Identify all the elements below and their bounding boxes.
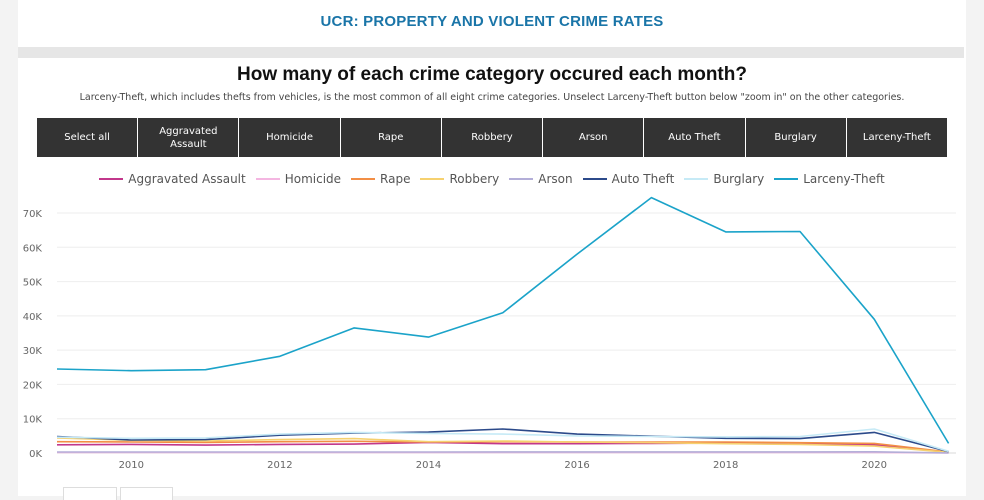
x-tick-label: 2016 [564, 460, 589, 471]
legend-swatch [774, 178, 799, 180]
y-tick-label: 70K [23, 209, 43, 220]
auto-theft-button[interactable]: Auto Theft [644, 118, 746, 157]
series-line-aggravated-assault [56, 441, 949, 453]
x-tick-label: 2014 [416, 460, 441, 471]
legend-swatch [99, 178, 124, 180]
line-chart: 0K 10K 20K 30K 40K 50K 60K 70K 2010 2012 2014 2016 2… [23, 196, 956, 471]
rape-button[interactable]: Rape [340, 118, 442, 157]
legend-swatch [582, 178, 607, 180]
series-line-burglary [56, 428, 949, 453]
y-tick-label: 20K [23, 380, 43, 391]
page-tab-stub[interactable] [120, 487, 173, 500]
select-all-button[interactable]: Select all [37, 118, 139, 157]
legend-label: Burglary [713, 172, 765, 186]
legend-item[interactable]: Robbery [420, 172, 499, 186]
legend-item[interactable]: Arson [509, 172, 573, 186]
series-line-robbery [56, 437, 949, 454]
aggravated-assault-button[interactable]: Aggravated Assault [138, 118, 240, 157]
legend-label: Robbery [449, 172, 500, 186]
y-tick-label: 50K [23, 278, 43, 289]
x-tick-label: 2012 [267, 460, 292, 471]
y-tick-label: 60K [23, 243, 43, 254]
series-line-larceny-theft [56, 196, 950, 444]
burglary-button[interactable]: Burglary [745, 118, 847, 157]
legend-label: Rape [380, 172, 411, 186]
legend-swatch [684, 178, 709, 180]
series-line-auto-theft [56, 428, 949, 453]
legend-swatch [351, 178, 376, 180]
legend-swatch [255, 178, 280, 180]
y-tick-label: 40K [23, 312, 43, 323]
chart-legend: Aggravated Assault Homicide Rape Robbery Ars… [0, 170, 984, 188]
robbery-button[interactable]: Robbery [441, 118, 544, 157]
legend-item[interactable]: Larceny-Theft [774, 172, 885, 186]
y-tick-label: 0K [29, 449, 42, 460]
homicide-button[interactable]: Homicide [239, 118, 341, 157]
series-line-arson [57, 450, 949, 454]
legend-item[interactable]: Auto Theft [582, 172, 675, 186]
header-divider [18, 47, 964, 58]
legend-label: Aggravated Assault [128, 172, 246, 186]
arson-button[interactable]: Arson [543, 118, 645, 157]
legend-item[interactable]: Rape [351, 172, 410, 186]
legend-label: Larceny-Theft [803, 172, 885, 186]
legend-label: Auto Theft [611, 172, 675, 186]
chart-subtitle: Larceny-Theft, which includes thefts fro… [79, 92, 905, 103]
legend-label: Arson [538, 172, 573, 186]
chart-question-title: How many of each crime category occured … [237, 64, 747, 85]
legend-item[interactable]: Aggravated Assault [99, 172, 246, 186]
x-tick-label: 2018 [713, 460, 738, 471]
y-tick-label: 30K [23, 346, 43, 357]
x-tick-label: 2020 [862, 460, 887, 471]
y-tick-label: 10K [23, 415, 43, 426]
category-slicer: Select all Aggravated Assault Homicide R… [37, 118, 947, 157]
legend-label: Homicide [284, 172, 342, 186]
larceny-theft-button[interactable]: Larceny-Theft [846, 118, 947, 157]
legend-swatch [420, 178, 445, 180]
legend-item[interactable]: Burglary [684, 172, 764, 186]
report-title: UCR: PROPERTY AND VIOLENT CRIME RATES [320, 13, 664, 30]
x-tick-label: 2010 [119, 460, 144, 471]
page-tab-stub[interactable] [63, 487, 117, 500]
legend-swatch [509, 178, 534, 180]
legend-item[interactable]: Homicide [255, 172, 342, 186]
